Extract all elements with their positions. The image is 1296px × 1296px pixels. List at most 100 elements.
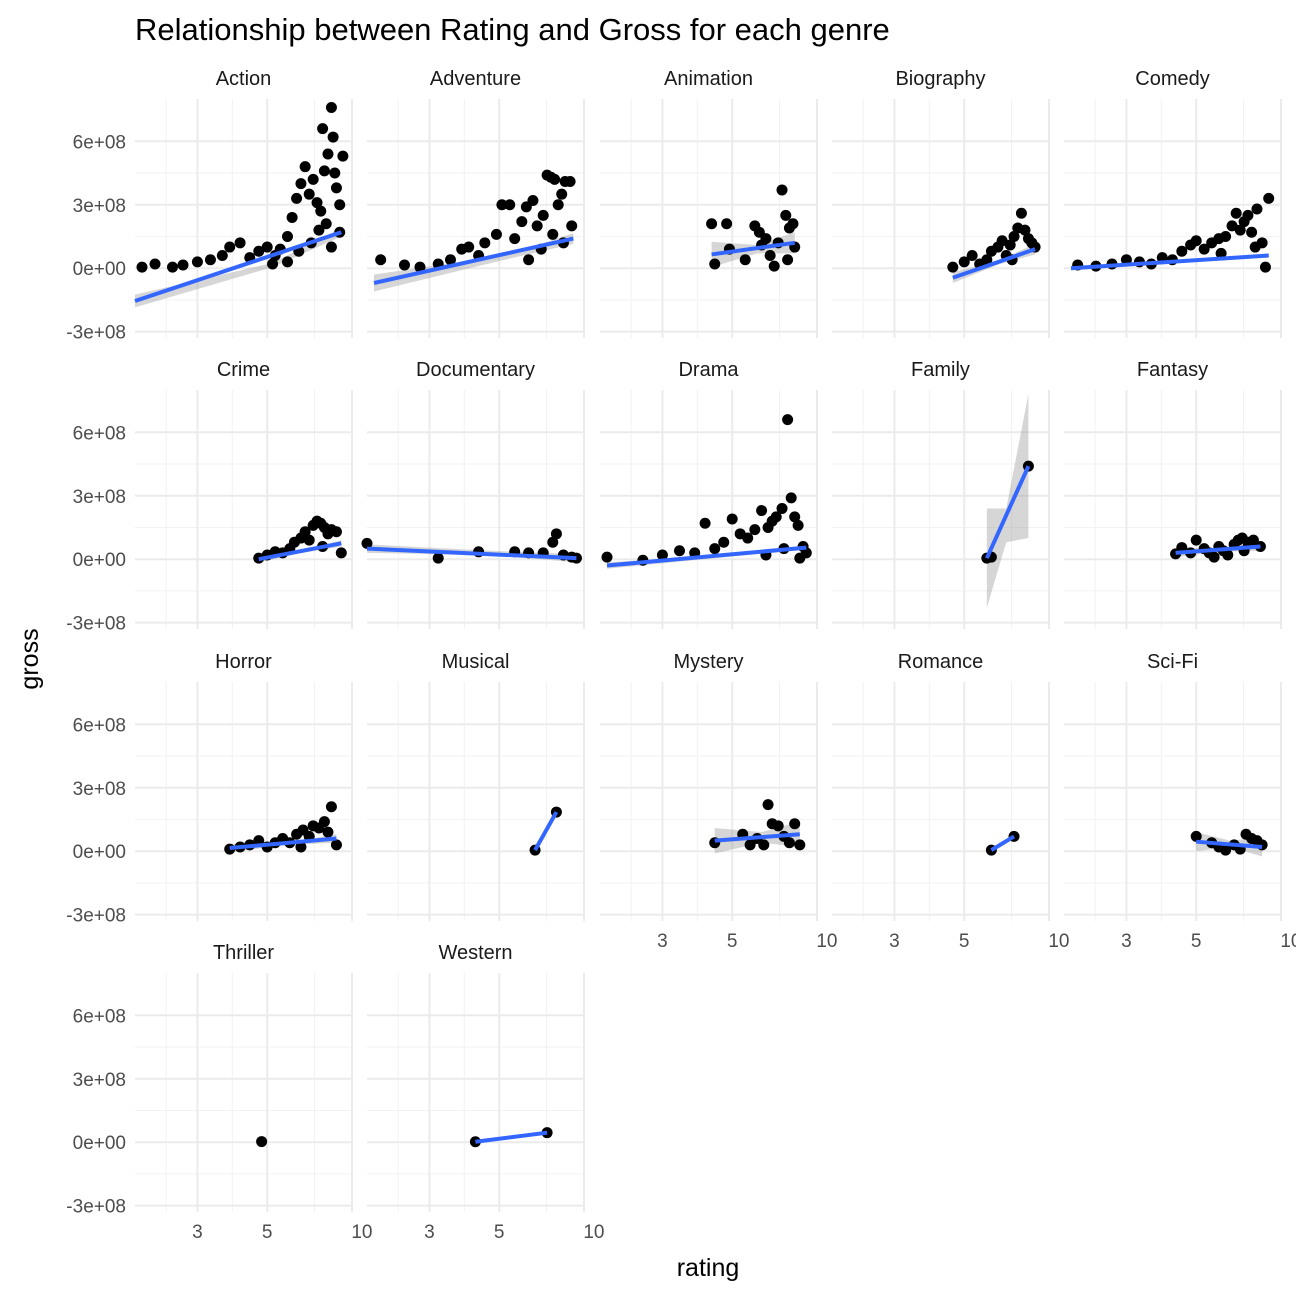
regression-line [229, 836, 337, 851]
regression-line [373, 236, 574, 285]
data-point [699, 517, 711, 529]
regression-line [711, 240, 795, 257]
data-point [335, 547, 347, 559]
data-point [322, 826, 334, 838]
data-point [792, 519, 804, 531]
regression-line [475, 1130, 548, 1144]
y-tick-label: 0e+00 [73, 842, 126, 863]
data-point [758, 839, 770, 851]
data-point [496, 199, 508, 211]
data-point [782, 254, 794, 266]
data-point [531, 220, 543, 232]
data-point [550, 528, 562, 540]
facet-label: Family [911, 359, 970, 381]
facet-horror: Horror -3e+08 0e+00 3e+08 6e+08 [66, 651, 353, 927]
data-point [177, 259, 189, 271]
facet-western: Western 3 5 10 [367, 942, 604, 1243]
x-tick-label: 3 [889, 931, 900, 952]
regression-line [1175, 544, 1261, 555]
data-point [414, 261, 426, 273]
x-tick-label: 5 [727, 931, 738, 952]
data-point [1190, 534, 1202, 546]
data-point [744, 839, 756, 851]
y-tick-label: -3e+08 [66, 1197, 126, 1218]
x-tick-label: 3 [657, 931, 668, 952]
data-point [782, 414, 794, 426]
data-point [509, 233, 521, 245]
x-tick-label: 5 [959, 931, 970, 952]
data-point [523, 254, 535, 266]
x-axis-title: rating [677, 1254, 740, 1282]
data-point [1176, 245, 1188, 257]
data-point [1019, 224, 1031, 236]
facet-label: Mystery [674, 651, 744, 673]
data-point [981, 254, 993, 266]
regression-line [533, 811, 559, 852]
data-point [1190, 830, 1202, 842]
data-point [721, 218, 733, 230]
data-point [764, 250, 776, 262]
data-point [1015, 207, 1027, 219]
facet-label: Drama [678, 359, 739, 381]
y-tick-label: -3e+08 [66, 614, 126, 635]
regression-line [606, 545, 807, 568]
data-point [303, 534, 315, 546]
data-point [709, 258, 721, 270]
y-tick-label: 6e+08 [73, 1006, 126, 1027]
y-tick-label: 0e+00 [73, 550, 126, 571]
data-point [216, 250, 228, 262]
facet-label: Thriller [213, 942, 274, 964]
data-point [490, 228, 502, 240]
facet-label: Biography [895, 68, 985, 90]
data-point [286, 211, 298, 223]
data-point [444, 254, 456, 266]
data-point [947, 261, 959, 273]
x-tick-label: 10 [816, 931, 837, 952]
y-tick-label: 6e+08 [73, 132, 126, 153]
facet-label: Fantasy [1137, 359, 1208, 381]
x-tick-label: 10 [351, 1222, 372, 1243]
data-point [770, 511, 782, 523]
data-point [313, 224, 325, 236]
data-point [299, 161, 311, 173]
data-point [1215, 247, 1227, 259]
data-point [776, 184, 788, 196]
data-point [281, 230, 293, 242]
facet-documentary: Documentary [361, 359, 585, 629]
data-point [330, 839, 342, 851]
data-point [307, 173, 319, 185]
data-point [556, 188, 568, 200]
regression-line [984, 465, 1031, 559]
y-tick-label: 6e+08 [73, 423, 126, 444]
regression-line [1196, 839, 1263, 849]
data-point [479, 237, 491, 249]
data-point [318, 165, 330, 177]
facet-adventure: Adventure [367, 68, 585, 338]
data-point [325, 801, 337, 813]
data-point [762, 799, 774, 811]
y-axis-title: gross [16, 628, 44, 689]
data-point [224, 241, 236, 253]
y-tick-label: 6e+08 [73, 715, 126, 736]
facet-comedy: Comedy [1064, 68, 1282, 338]
data-point [281, 256, 293, 268]
x-tick-label: 5 [1191, 931, 1202, 952]
facet-label: Western [438, 942, 512, 964]
data-point [527, 195, 539, 207]
data-point [552, 199, 564, 211]
data-point [772, 820, 784, 832]
x-tick-label: 3 [1121, 931, 1132, 952]
data-point [299, 526, 311, 538]
data-point [1008, 230, 1020, 242]
facet-label: Musical [442, 651, 510, 673]
data-point [303, 188, 315, 200]
data-point [315, 205, 327, 217]
facet-fantasy: Fantasy [1064, 359, 1282, 629]
data-point [398, 259, 410, 271]
data-point [361, 537, 373, 549]
regression-line [1070, 253, 1269, 271]
data-point [204, 254, 216, 266]
x-tick-label: 3 [192, 1222, 203, 1243]
data-point [256, 1136, 268, 1148]
data-point [1222, 549, 1234, 561]
